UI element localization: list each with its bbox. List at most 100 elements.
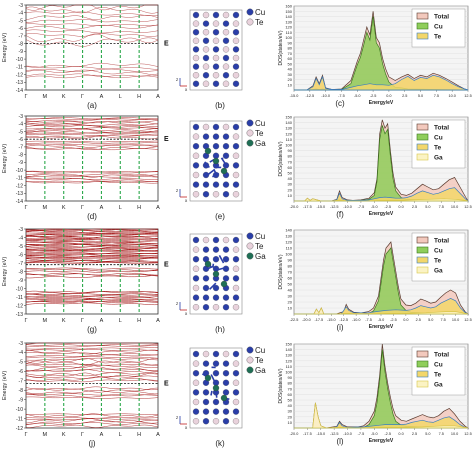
dos-ytick-label: 110 — [286, 137, 293, 142]
cu-atom — [222, 256, 230, 263]
te-atom — [232, 265, 240, 272]
band-ytick-label: -5 — [19, 360, 24, 366]
cu-atom — [192, 29, 200, 36]
band-line — [25, 232, 159, 235]
kpoint-label: A — [100, 318, 104, 324]
band-line — [25, 267, 159, 270]
panel-label: (d) — [87, 212, 97, 221]
panel-label: (l) — [336, 437, 343, 446]
band-line — [25, 144, 159, 148]
band-ytick-label: -5 — [19, 244, 24, 250]
band-line — [25, 125, 158, 129]
band-line — [25, 342, 159, 345]
dos-xtick-label: 0.0 — [398, 432, 403, 436]
te-atom — [192, 54, 200, 62]
band-line — [26, 170, 159, 173]
structure-legend-label: Cu — [255, 8, 265, 17]
kpoint-label: M — [43, 432, 48, 438]
structure-legend-swatch — [246, 8, 254, 16]
band-line — [25, 62, 159, 68]
band-line — [25, 291, 159, 295]
band-line — [25, 290, 159, 294]
axis-x-label: x — [185, 87, 188, 92]
cu-atom — [212, 284, 220, 292]
dos-xtick-label: 12.5 — [464, 94, 471, 98]
dos-ytick-label: 120 — [285, 131, 292, 136]
band-line — [25, 424, 159, 428]
dos-xtick-label: -2.5 — [370, 94, 377, 98]
cu-atom — [222, 275, 230, 282]
band-line — [25, 270, 158, 273]
band-ytick-label: -4 — [19, 350, 24, 356]
kpoint-label: Γ — [24, 318, 27, 324]
te-atom — [192, 133, 200, 140]
band-line — [25, 376, 159, 382]
dos-ytick-label: 90 — [288, 258, 293, 263]
cu-atom — [222, 294, 230, 301]
dos-legend-swatch — [416, 143, 429, 151]
band-line — [25, 273, 159, 277]
te-atom — [212, 72, 220, 79]
te-atom — [222, 63, 230, 70]
dos-ytick-label: 20 — [288, 187, 293, 192]
band-line — [25, 369, 159, 375]
dos-legend-swatch — [416, 380, 429, 388]
bond-line — [209, 282, 217, 290]
dos-legend-label: Cu — [434, 135, 443, 142]
bond-line — [210, 374, 216, 382]
band-line — [25, 128, 159, 134]
cu-atom — [192, 350, 200, 358]
band-ytick-label: -13 — [16, 80, 23, 86]
dos-legend-label: Cu — [434, 362, 443, 369]
panel-label: (a) — [87, 101, 97, 110]
dos-ytick-label: 150 — [285, 9, 292, 14]
ga-atom — [212, 157, 220, 165]
cu-atom — [212, 123, 220, 131]
dos-ytick-label: 20 — [288, 300, 293, 305]
band-line — [25, 242, 159, 244]
panel-label: (f) — [336, 210, 344, 219]
te-atom — [192, 191, 200, 198]
dos-ytick-label: 100 — [285, 35, 292, 40]
dos-xtick-label: -7.5 — [338, 94, 345, 98]
band-ytick-label: -11 — [16, 416, 23, 422]
band-line — [25, 365, 159, 372]
cu-atom — [232, 256, 240, 263]
cu-atom — [192, 63, 200, 70]
dos-ytick-label: 70 — [288, 270, 293, 275]
dos-ytick-label: 110 — [286, 30, 293, 35]
axis-z-label: z — [176, 415, 179, 420]
dos-xtick-label: -15.0 — [316, 205, 325, 209]
dos-ytick-label: 140 — [285, 14, 292, 19]
dos-legend-label: Ga — [434, 268, 443, 275]
te-atom — [212, 191, 220, 198]
band-line — [25, 347, 158, 350]
band-line — [25, 349, 159, 352]
dos-xtick-label: -10.0 — [343, 432, 352, 436]
dos-xtick-label: -22.5 — [290, 318, 299, 322]
cu-atom — [192, 275, 200, 282]
structure-legend-swatch — [246, 242, 254, 250]
panel-label: (c) — [335, 99, 345, 108]
cu-atom — [212, 398, 220, 406]
dos-legend-label: Total — [434, 14, 449, 21]
dos-ytick-label: 30 — [288, 409, 293, 414]
cu-atom — [222, 72, 230, 79]
band-line — [26, 394, 159, 398]
band-ytick-label: -7 — [19, 379, 24, 385]
structure-legend-swatch — [246, 252, 254, 260]
dos-legend-swatch — [416, 246, 429, 254]
cu-atom — [202, 398, 210, 406]
band-ytick-label: -3 — [19, 114, 24, 120]
cu-atom — [212, 143, 220, 150]
band-line — [25, 422, 159, 425]
kpoint-label: K — [62, 94, 66, 100]
dos-xtick-label: 12.5 — [464, 318, 471, 322]
cu-atom — [232, 294, 240, 301]
dos-legend-label: Total — [434, 238, 449, 245]
dos-xtick-label: 2.5 — [402, 94, 407, 98]
kpoint-label: H — [137, 94, 141, 100]
dos-xtick-label: 2.5 — [412, 432, 417, 436]
ga-atom — [204, 260, 212, 268]
